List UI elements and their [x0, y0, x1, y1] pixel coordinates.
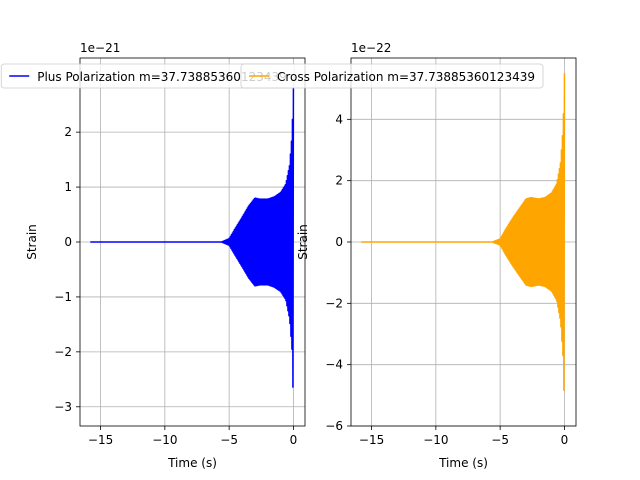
- x-axis-label: Time (s): [167, 456, 217, 470]
- x-tick-label: −5: [491, 433, 509, 447]
- y-axis-label: Strain: [296, 224, 310, 260]
- y-tick-label: −6: [325, 419, 343, 433]
- x-tick-label: −15: [88, 433, 113, 447]
- x-tick-label: 0: [290, 433, 298, 447]
- y-tick-label: 2: [335, 174, 343, 188]
- x-tick-label: −5: [220, 433, 238, 447]
- y-tick-label: −2: [54, 345, 72, 359]
- y-tick-label: 4: [335, 112, 343, 126]
- legend-label: Plus Polarization m=37.73885360123439: [37, 70, 287, 84]
- y-tick-label: 0: [335, 235, 343, 249]
- y-tick-label: −3: [54, 400, 72, 414]
- x-tick-label: −10: [423, 433, 448, 447]
- y-tick-label: −4: [325, 358, 343, 372]
- y-tick-label: 0: [64, 235, 72, 249]
- x-axis-label: Time (s): [438, 456, 488, 470]
- x-tick-label: −10: [152, 433, 177, 447]
- y-tick-label: 1: [64, 180, 72, 194]
- y-offset-label: 1e−21: [80, 41, 120, 55]
- cross-polarization-axes: −15 −10 −5 0 −6 −4 −2 0 2 4 1e−22 Time (s) Strain Cro…: [240, 41, 577, 470]
- legend-label: Cross Polarization m=37.73885360123439: [277, 70, 535, 84]
- legend: Cross Polarization m=37.73885360123439: [240, 63, 544, 89]
- y-tick-label: −1: [54, 290, 72, 304]
- y-axis-label: Strain: [25, 224, 39, 260]
- y-offset-label: 1e−22: [351, 41, 391, 55]
- legend: Plus Polarization m=37.73885360123439: [0, 63, 296, 89]
- y-tick-label: −2: [325, 296, 343, 310]
- signal-line: [90, 74, 295, 388]
- legend-box: [240, 63, 544, 89]
- x-tick-label: −15: [359, 433, 384, 447]
- x-tick-label: 0: [561, 433, 569, 447]
- signal-line: [361, 73, 566, 392]
- y-tick-label: 2: [64, 125, 72, 139]
